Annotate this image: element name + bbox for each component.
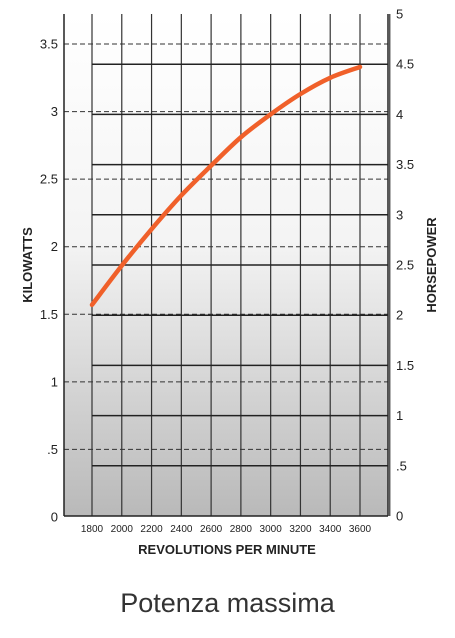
x-tick-label: 3600 (349, 524, 372, 535)
x-tick-label: 2400 (170, 524, 193, 535)
right-axis-title: HORSEPOWER (424, 217, 439, 313)
power-chart: 0 .5 1 1.5 2 2.5 3 3.5 0 .5 1 1.5 2 2.5 3 3.5 4 4.5 5 180… (20, 7, 439, 558)
x-tick-label: 2600 (200, 524, 223, 535)
right-tick-label: 3.5 (396, 157, 414, 172)
chart-caption: Potenza massima (120, 588, 335, 618)
x-tick-label: 3000 (260, 524, 283, 535)
right-tick-label: 2 (396, 308, 403, 323)
left-tick-label: 2.5 (40, 172, 58, 187)
left-tick-label: 3 (51, 104, 58, 119)
left-tick-label: 1 (51, 374, 58, 389)
x-tick-label: 2200 (140, 524, 163, 535)
x-tick-label: 1800 (81, 524, 104, 535)
series-layer (89, 64, 363, 308)
right-tick-label: 5 (396, 7, 403, 22)
left-tick-label: 1.5 (40, 307, 58, 322)
x-tick-labels: 1800 2000 2200 2400 2600 2800 3000 3200 3400 3600 (81, 524, 372, 535)
power-curve-line (89, 64, 363, 308)
left-axis-title: KILOWATTS (20, 227, 35, 303)
x-tick-label: 2800 (230, 524, 253, 535)
right-tick-label: .5 (396, 458, 407, 473)
x-tick-label: 3200 (289, 524, 312, 535)
right-tick-label: 2.5 (396, 258, 414, 273)
right-tick-label: 1.5 (396, 358, 414, 373)
right-tick-label: 4.5 (396, 57, 414, 72)
right-tick-label: 0 (396, 509, 403, 524)
right-tick-label: 3 (396, 207, 403, 222)
x-axis-title: REVOLUTIONS PER MINUTE (138, 542, 316, 557)
right-tick-label: 1 (396, 408, 403, 423)
left-tick-label: 2 (51, 239, 58, 254)
x-tick-label: 2000 (111, 524, 134, 535)
right-tick-labels: 0 .5 1 1.5 2 2.5 3 3.5 4 4.5 5 (396, 7, 414, 524)
left-tick-label: .5 (47, 442, 58, 457)
x-tick-label: 3400 (319, 524, 342, 535)
left-tick-labels: 0 .5 1 1.5 2 2.5 3 3.5 (40, 37, 58, 525)
left-tick-label: 3.5 (40, 37, 58, 52)
grid (64, 14, 391, 516)
left-tick-label: 0 (51, 510, 58, 525)
right-tick-label: 4 (396, 107, 403, 122)
